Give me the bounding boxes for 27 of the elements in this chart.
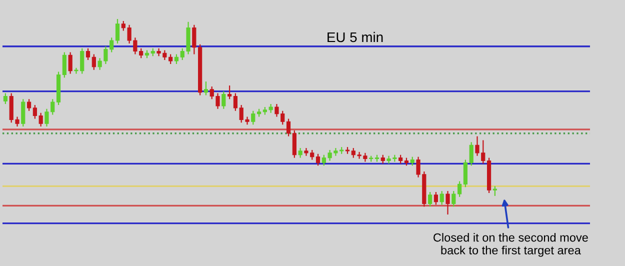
candlestick — [292, 130, 296, 158]
candlestick — [86, 48, 90, 61]
candlestick — [251, 110, 256, 126]
candlestick — [298, 147, 302, 158]
candlestick — [174, 54, 179, 65]
candlestick — [286, 118, 291, 137]
candlestick — [428, 191, 432, 208]
candlestick — [446, 190, 450, 216]
candlestick — [92, 54, 96, 70]
candlestick — [233, 92, 238, 112]
candlestick — [222, 90, 226, 110]
candlestick — [62, 52, 66, 78]
candlestick — [26, 98, 32, 112]
candlestick — [3, 92, 8, 105]
candlestick — [204, 81, 208, 96]
candlestick — [434, 191, 438, 206]
candlestick — [492, 186, 497, 196]
candlestick — [115, 18, 120, 44]
candlestick — [316, 153, 320, 166]
candlestick — [458, 180, 462, 198]
text: Closed it on the second move back to the first target area — [434, 233, 588, 257]
candlestick — [440, 190, 444, 206]
candlestick — [68, 52, 72, 74]
text: EU 5 min — [328, 32, 383, 42]
candlestick — [21, 98, 26, 128]
candlestick — [228, 84, 232, 100]
candlestick — [452, 190, 456, 208]
